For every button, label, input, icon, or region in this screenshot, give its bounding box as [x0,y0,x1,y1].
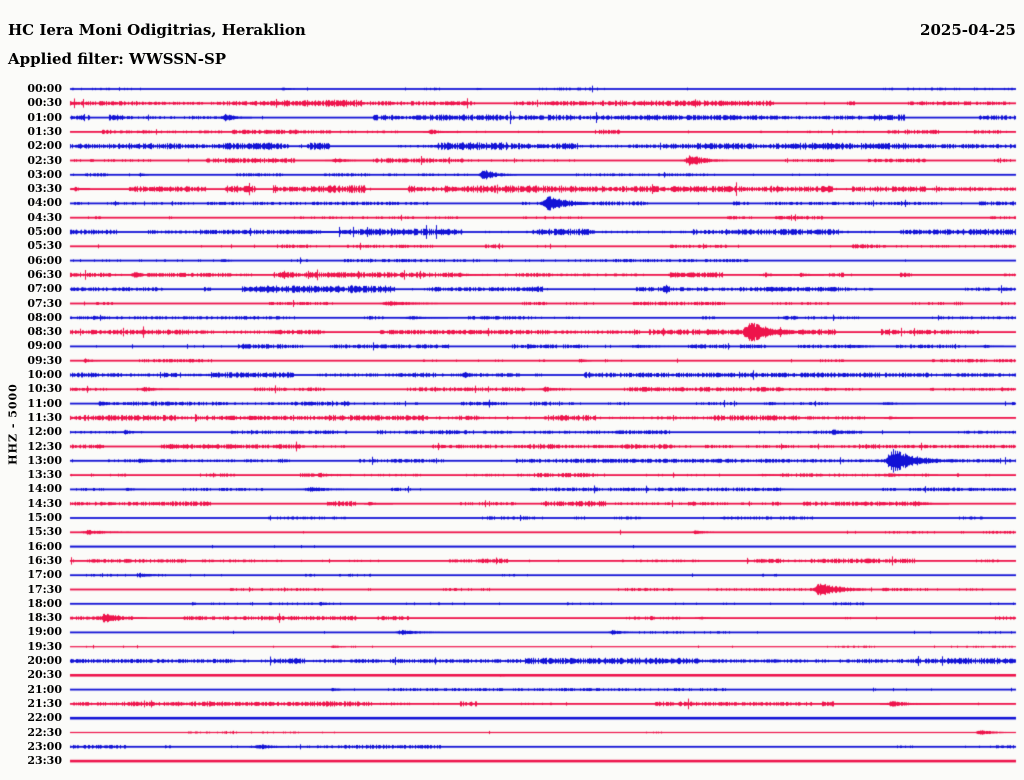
time-label-00:30: 00:30 [27,96,62,110]
time-label-15:00: 15:00 [27,511,62,524]
time-label-02:00: 02:00 [27,139,62,153]
time-label-03:00: 03:00 [27,167,62,181]
time-label-17:00: 17:00 [27,568,62,582]
time-label-21:30: 21:30 [27,696,62,710]
time-label-07:30: 07:30 [27,296,62,310]
time-label-05:30: 05:30 [27,239,62,253]
time-label-20:30: 20:30 [27,668,62,682]
time-label-08:00: 08:00 [27,310,62,324]
time-label-18:00: 18:00 [27,596,62,610]
time-label-16:30: 16:30 [27,553,62,567]
time-label-23:00: 23:00 [27,739,62,753]
applied-filter-label: Applied filter: WWSSN-SP [8,50,227,68]
time-label-20:00: 20:00 [27,654,62,667]
time-label-10:00: 10:00 [27,368,62,381]
time-label-09:00: 09:00 [27,339,62,353]
time-label-23:30: 23:30 [27,754,62,768]
time-label-07:00: 07:00 [27,282,62,296]
time-label-11:30: 11:30 [27,410,62,424]
time-label-09:30: 09:30 [27,353,62,367]
time-label-14:00: 14:00 [27,482,62,496]
time-label-11:00: 11:00 [27,396,62,410]
time-label-21:00: 21:00 [27,682,62,696]
time-label-01:30: 01:30 [27,124,62,138]
time-label-02:30: 02:30 [27,153,62,167]
time-label-05:00: 05:00 [27,225,62,238]
date-label: 2025-04-25 [920,21,1016,39]
time-label-04:30: 04:30 [27,210,62,224]
time-label-12:30: 12:30 [27,439,62,453]
time-label-14:30: 14:30 [27,496,62,510]
time-label-00:00: 00:00 [27,82,62,95]
time-label-16:00: 16:00 [27,539,62,553]
time-label-12:00: 12:00 [27,425,62,439]
time-label-04:00: 04:00 [27,196,62,210]
time-label-10:30: 10:30 [27,382,62,396]
time-label-06:30: 06:30 [27,267,62,281]
time-label-22:30: 22:30 [27,725,62,739]
time-label-08:30: 08:30 [27,325,62,339]
time-label-19:00: 19:00 [27,625,62,639]
time-label-03:30: 03:30 [27,182,62,196]
amplitude-scale-label: HHZ - 5000 [6,383,20,465]
time-label-13:00: 13:00 [27,453,62,467]
time-label-06:00: 06:00 [27,253,62,267]
time-label-18:30: 18:30 [27,611,62,625]
time-label-15:30: 15:30 [27,525,62,539]
station-title: HC Iera Moni Odigitrias, Heraklion [8,21,306,39]
time-label-19:30: 19:30 [27,639,62,653]
time-label-17:30: 17:30 [27,582,62,596]
time-label-13:30: 13:30 [27,468,62,482]
time-label-22:00: 22:00 [27,711,62,725]
time-label-01:00: 01:00 [27,110,62,124]
